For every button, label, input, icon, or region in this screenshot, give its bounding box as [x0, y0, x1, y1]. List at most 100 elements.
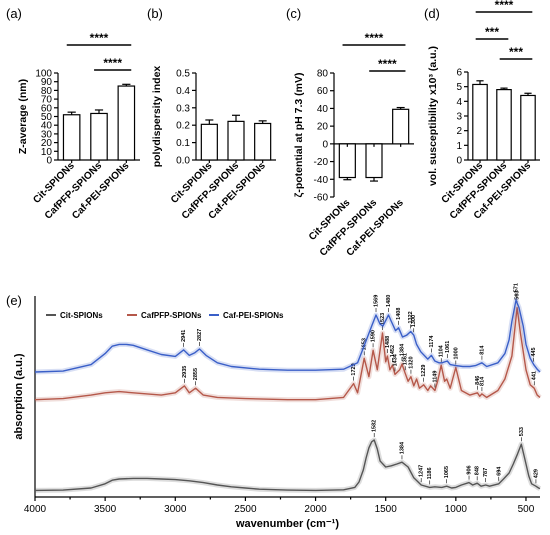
- peak-label: 1320: [408, 356, 414, 368]
- x-tick-label: 2500: [234, 504, 257, 515]
- peak-label: 2935: [182, 366, 188, 378]
- bar-panel: -60 -40 -20 0 20 40 60 80 ζ-potential at pH 7.3 …: [293, 31, 414, 259]
- peak-label: 906: [467, 465, 473, 474]
- y-tick-label: 100: [35, 69, 52, 80]
- peak-label: 1569: [374, 295, 380, 307]
- peak-label: 1590: [371, 330, 377, 342]
- peak-label: 441: [532, 371, 538, 380]
- significance-label: ***: [509, 45, 523, 59]
- peak-label: 814: [479, 345, 485, 355]
- y-tick-label: 0.1: [176, 138, 190, 149]
- peak-label: 1149: [432, 371, 438, 383]
- significance-label: ****: [378, 57, 397, 71]
- significance-label: ***: [485, 25, 499, 39]
- peak-label: 1104: [439, 344, 445, 357]
- x-axis-label: wavenumber (cm⁻¹): [235, 518, 339, 530]
- y-tick-label: 2: [456, 126, 462, 137]
- y-tick-label: 1: [456, 141, 462, 152]
- x-tick-label: 1500: [375, 504, 398, 515]
- peak-label: 445: [531, 347, 537, 356]
- y-tick-label: 20: [317, 122, 329, 133]
- significance-label: ****: [90, 31, 109, 45]
- peak-label: 1061: [445, 341, 451, 353]
- peak-label: 848: [475, 466, 481, 475]
- y-axis-label: absorption (a.u.): [13, 353, 25, 440]
- bar: [227, 120, 245, 161]
- series-line: [34, 299, 541, 373]
- peak-label: 429: [533, 469, 539, 478]
- peak-label: 2941: [181, 330, 187, 342]
- y-tick-label: 0.2: [176, 121, 190, 132]
- peak-label: 571: [514, 283, 520, 292]
- y-tick-label: 0.4: [176, 86, 190, 97]
- y-tick-label: 60: [317, 86, 329, 97]
- x-tick-label: 4000: [24, 504, 47, 515]
- y-tick-label: 70: [41, 95, 53, 106]
- peak-label: 846: [475, 376, 481, 385]
- peak-label: 1434: [392, 353, 398, 366]
- peak-label: 1174: [429, 335, 435, 348]
- peak-label: 1229: [421, 365, 427, 377]
- peak-label: 2855: [193, 368, 199, 380]
- peak-label: 1582: [372, 420, 378, 432]
- peak-label: 1452: [390, 345, 396, 357]
- x-tick-label: 3500: [94, 504, 117, 515]
- y-tick-label: 30: [41, 129, 53, 140]
- panel-label: (b): [147, 6, 163, 21]
- bar: [520, 94, 536, 161]
- y-tick-label: 6: [456, 68, 462, 79]
- peak-label: 1300: [411, 315, 417, 327]
- peak-label: 1408: [396, 308, 402, 320]
- x-tick-label: 3000: [164, 504, 187, 515]
- y-tick-label: 4: [456, 97, 462, 108]
- y-tick-label: 0: [456, 156, 462, 167]
- x-tick-label: 1000: [445, 504, 468, 515]
- significance-label: ****: [365, 31, 384, 45]
- y-axis-label: ζ-potential at pH 7.3 (mV): [293, 72, 305, 197]
- y-tick-label: 80: [317, 69, 329, 80]
- peak-label: 1247: [419, 465, 425, 477]
- peak-label: 1384: [399, 441, 405, 454]
- peak-label: 1729: [351, 363, 357, 375]
- panel-label: (c): [286, 6, 301, 21]
- y-tick-label: 0.5: [176, 69, 190, 80]
- y-tick-label: 0.3: [176, 103, 190, 114]
- legend-label: Cit-SPIONs: [60, 311, 103, 320]
- bar: [90, 112, 108, 161]
- y-tick-label: 0: [46, 156, 52, 167]
- y-tick-label: -40: [314, 175, 329, 186]
- bar: [365, 143, 383, 179]
- y-tick-label: 40: [41, 121, 53, 132]
- y-tick-label: 0.0: [176, 156, 190, 167]
- peak-label: 694: [496, 466, 502, 476]
- bar: [472, 83, 488, 161]
- spectra-panel: 4000 3500 3000 2500 2000 1500 1000 500 wavenumbe…: [13, 283, 542, 530]
- y-tick-label: 20: [41, 138, 53, 149]
- bar: [392, 108, 410, 145]
- y-tick-label: 0: [322, 139, 328, 150]
- peak-label: 563: [515, 291, 521, 300]
- peak-label: 2827: [197, 329, 203, 341]
- peak-label: 1000: [453, 347, 459, 359]
- series-shade: [34, 437, 542, 493]
- peak-label: 787: [483, 468, 489, 477]
- bar: [117, 85, 136, 161]
- peak-label: 1523: [380, 313, 386, 325]
- y-tick-label: 5: [456, 82, 462, 93]
- significance-label: ****: [103, 56, 122, 70]
- panel-label: (a): [6, 6, 22, 21]
- y-tick-label: 40: [317, 104, 329, 115]
- peak-label: 814: [479, 376, 485, 386]
- series-shade: [34, 297, 542, 375]
- x-tick-label: 500: [518, 504, 535, 515]
- y-tick-label: 60: [41, 103, 53, 114]
- y-tick-label: -20: [314, 157, 329, 168]
- y-axis-label: Z-average (nm): [17, 79, 29, 154]
- bar: [200, 123, 218, 161]
- legend-label: Caf-PEI-SPIONs: [223, 311, 284, 320]
- y-tick-label: 90: [41, 77, 53, 88]
- peak-label: 1480: [386, 295, 392, 307]
